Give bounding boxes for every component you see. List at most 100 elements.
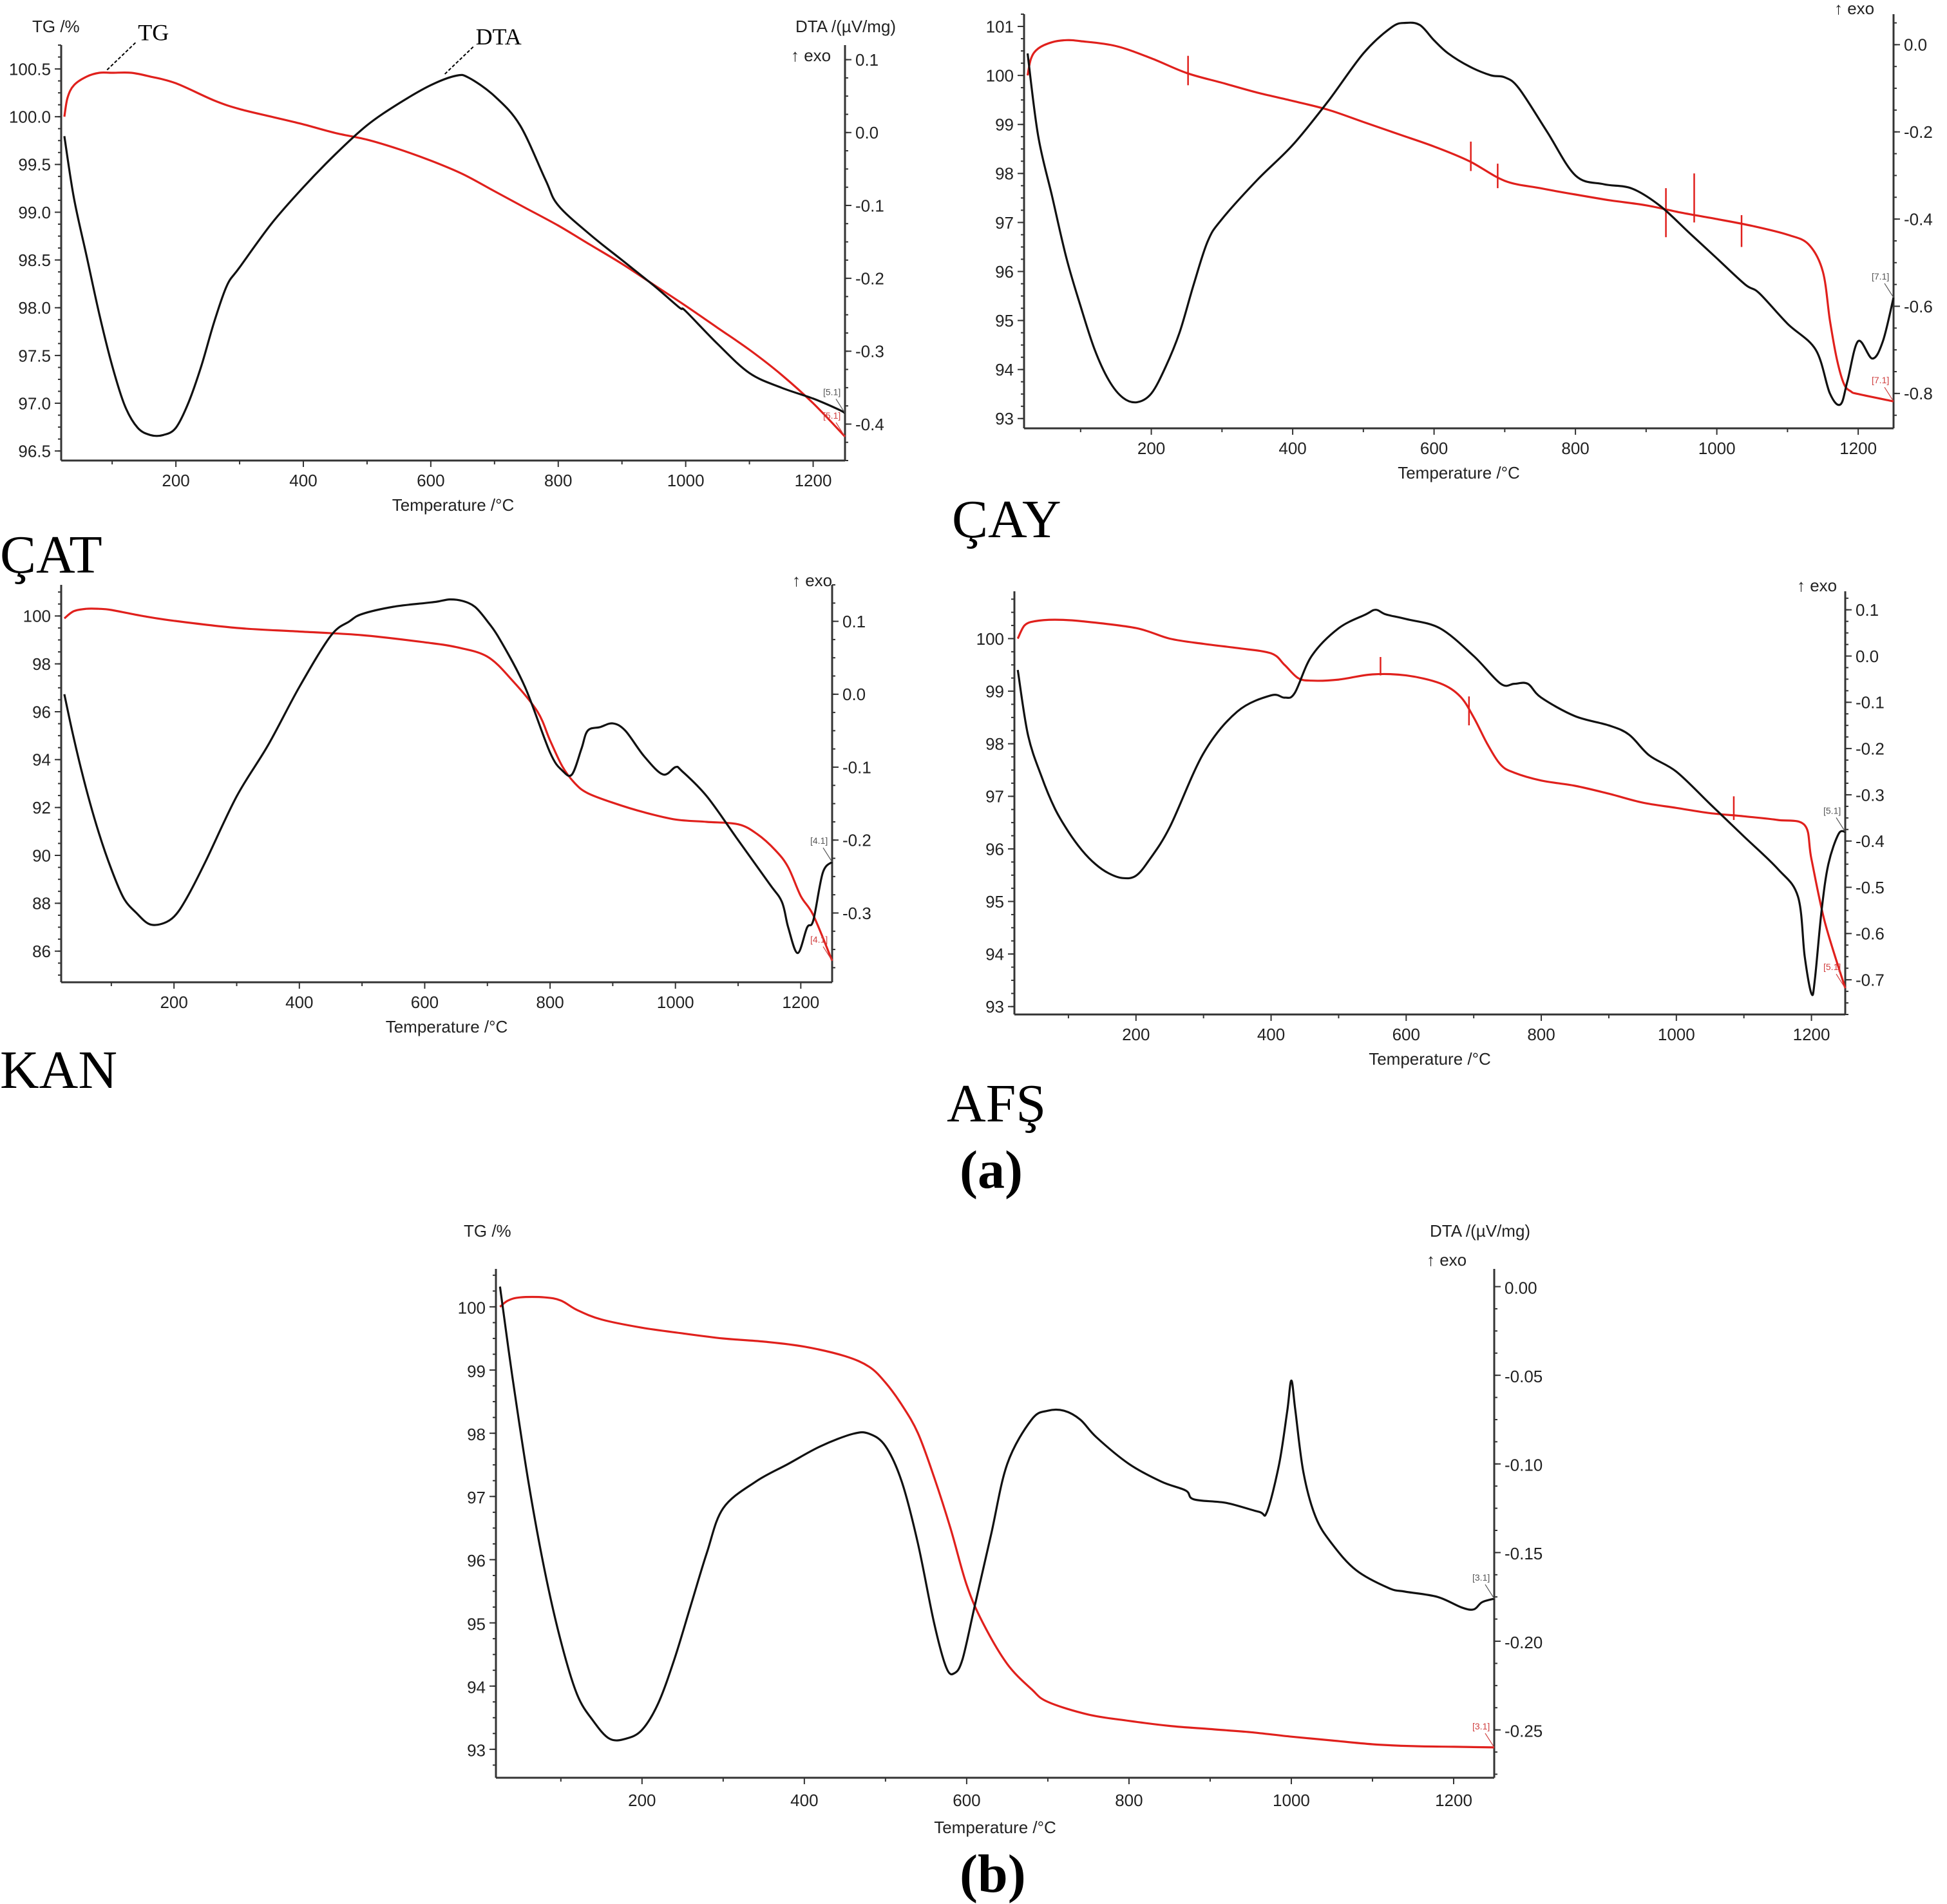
y-right-tick-label: 0.00 [1505,1278,1537,1297]
y-left-tick-label: 100 [986,66,1014,85]
x-tick-label: 1000 [1273,1791,1310,1810]
y-right-tick-label: -0.7 [1856,971,1885,990]
y-right-tick-label: -0.15 [1505,1544,1543,1563]
y-left-tick-label: 96 [995,262,1014,281]
y-right-tick-label: 0.0 [855,123,879,142]
y-left-tick-label: 90 [32,846,51,865]
dta-end-marker: [3.1] [1472,1572,1490,1583]
dta-curve [1018,610,1845,995]
y-left-tick-label: 86 [32,942,51,961]
y-right-tick-label: -0.2 [1904,122,1933,142]
y-left-tick-label: 98.5 [18,251,51,270]
y-left-tick-label: 97 [467,1488,486,1507]
x-tick-label: 400 [285,993,313,1012]
tg-end-marker: [4.1] [810,935,828,945]
x-tick-label: 600 [417,471,444,490]
y-right-tick-label: -0.5 [1856,878,1885,897]
y-left-axis-title: TG /% [32,17,80,36]
y-right-tick-label: -0.2 [1856,739,1885,758]
chart-b: 200 400 600 800 1000 1200 Temperature /°C 93 94 9… [419,1211,1578,1842]
x-tick-label: 800 [1561,439,1589,458]
dta-end-marker: [5.1] [823,386,841,397]
panel-label-a: (a) [960,1143,1023,1197]
y-right-tick-label: -0.1 [1856,693,1885,712]
x-axis-title: Temperature /°C [392,495,515,515]
x-tick-label: 800 [1115,1791,1143,1810]
y-left-tick-label: 100.5 [9,59,51,79]
sample-label-kan: KAN [0,1043,117,1098]
tg-curve [64,73,845,437]
tg-end-marker: [7.1] [1872,375,1889,385]
y-left-tick-label: 96.5 [18,442,51,461]
x-tick-label: 600 [411,993,439,1012]
x-tick-label: 400 [289,471,317,490]
y-left-tick-label: 97.0 [18,394,51,413]
dta-curve [1028,23,1894,405]
annotation-label-tg: TG [138,19,169,45]
x-tick-label: 1000 [667,471,705,490]
y-left-tick-label: 92 [32,798,51,817]
x-tick-label: 200 [628,1791,656,1810]
y-left-tick-label: 98 [467,1425,486,1444]
x-tick-label: 200 [1137,439,1165,458]
chart-b-svg: 200 400 600 800 1000 1200 Temperature /°C 93 94 9… [419,1211,1578,1842]
exo-direction-label: ↑ exo [1427,1250,1467,1270]
dta-end-marker: [5.1] [1823,805,1841,815]
y-left-tick-label: 94 [467,1678,486,1697]
y-left-tick-label: 97 [995,213,1014,233]
x-tick-label: 600 [953,1791,980,1810]
exo-direction-label: ↑ exo [1834,0,1874,18]
x-axis-title: Temperature /°C [1398,463,1520,482]
x-tick-label: 1200 [782,993,819,1012]
y-right-axis-title: DTA /(µV/mg) [795,17,896,36]
y-right-tick-label: -0.4 [1904,209,1933,229]
y-right-tick-label: -0.3 [842,904,871,923]
y-left-tick-label: 100 [23,607,51,626]
y-left-tick-label: 95 [467,1614,486,1633]
y-left-tick-label: 99.5 [18,155,51,175]
y-left-tick-label: 98 [32,654,51,674]
y-left-tick-label: 99.0 [18,203,51,222]
x-tick-label: 400 [790,1791,818,1810]
x-tick-label: 1200 [1435,1791,1472,1810]
x-tick-label: 600 [1420,439,1448,458]
y-right-tick-label: -0.25 [1505,1721,1543,1740]
y-left-tick-label: 95 [985,892,1004,911]
x-tick-label: 1200 [1839,439,1877,458]
x-tick-label: 200 [162,471,189,490]
y-right-tick-label: -0.1 [842,757,871,777]
y-right-tick-label: 0.1 [855,50,879,70]
y-right-tick-label: -0.6 [1904,297,1933,316]
y-left-tick-label: 96 [985,839,1004,859]
y-right-tick-label: -0.4 [1856,832,1885,851]
y-left-tick-label: 96 [32,702,51,721]
dta-end-marker-leader [1836,817,1845,832]
y-right-tick-label: -0.20 [1505,1633,1543,1652]
y-right-tick-label: 0.0 [1856,647,1879,666]
tg-curve [1018,620,1845,988]
y-right-tick-label: -0.2 [842,831,871,850]
exo-direction-label: ↑ exo [792,571,832,590]
sample-label-cat: ÇAT [0,528,102,582]
y-left-tick-label: 98.0 [18,298,51,318]
y-right-tick-label: -0.3 [1856,785,1885,804]
y-left-tick-label: 97.5 [18,346,51,365]
x-tick-label: 400 [1257,1025,1285,1044]
y-left-tick-label: 101 [986,17,1014,36]
tg-curve [1028,40,1894,401]
y-left-tick-label: 93 [467,1741,486,1760]
x-tick-label: 400 [1278,439,1306,458]
x-tick-label: 200 [160,993,187,1012]
x-axis-title: Temperature /°C [1369,1049,1491,1069]
tg-end-marker: [3.1] [1472,1721,1490,1731]
x-axis-title: Temperature /°C [934,1818,1056,1837]
tg-end-marker-leader [1485,1733,1494,1747]
y-right-tick-label: -0.6 [1856,924,1885,944]
y-left-tick-label: 94 [995,360,1014,379]
